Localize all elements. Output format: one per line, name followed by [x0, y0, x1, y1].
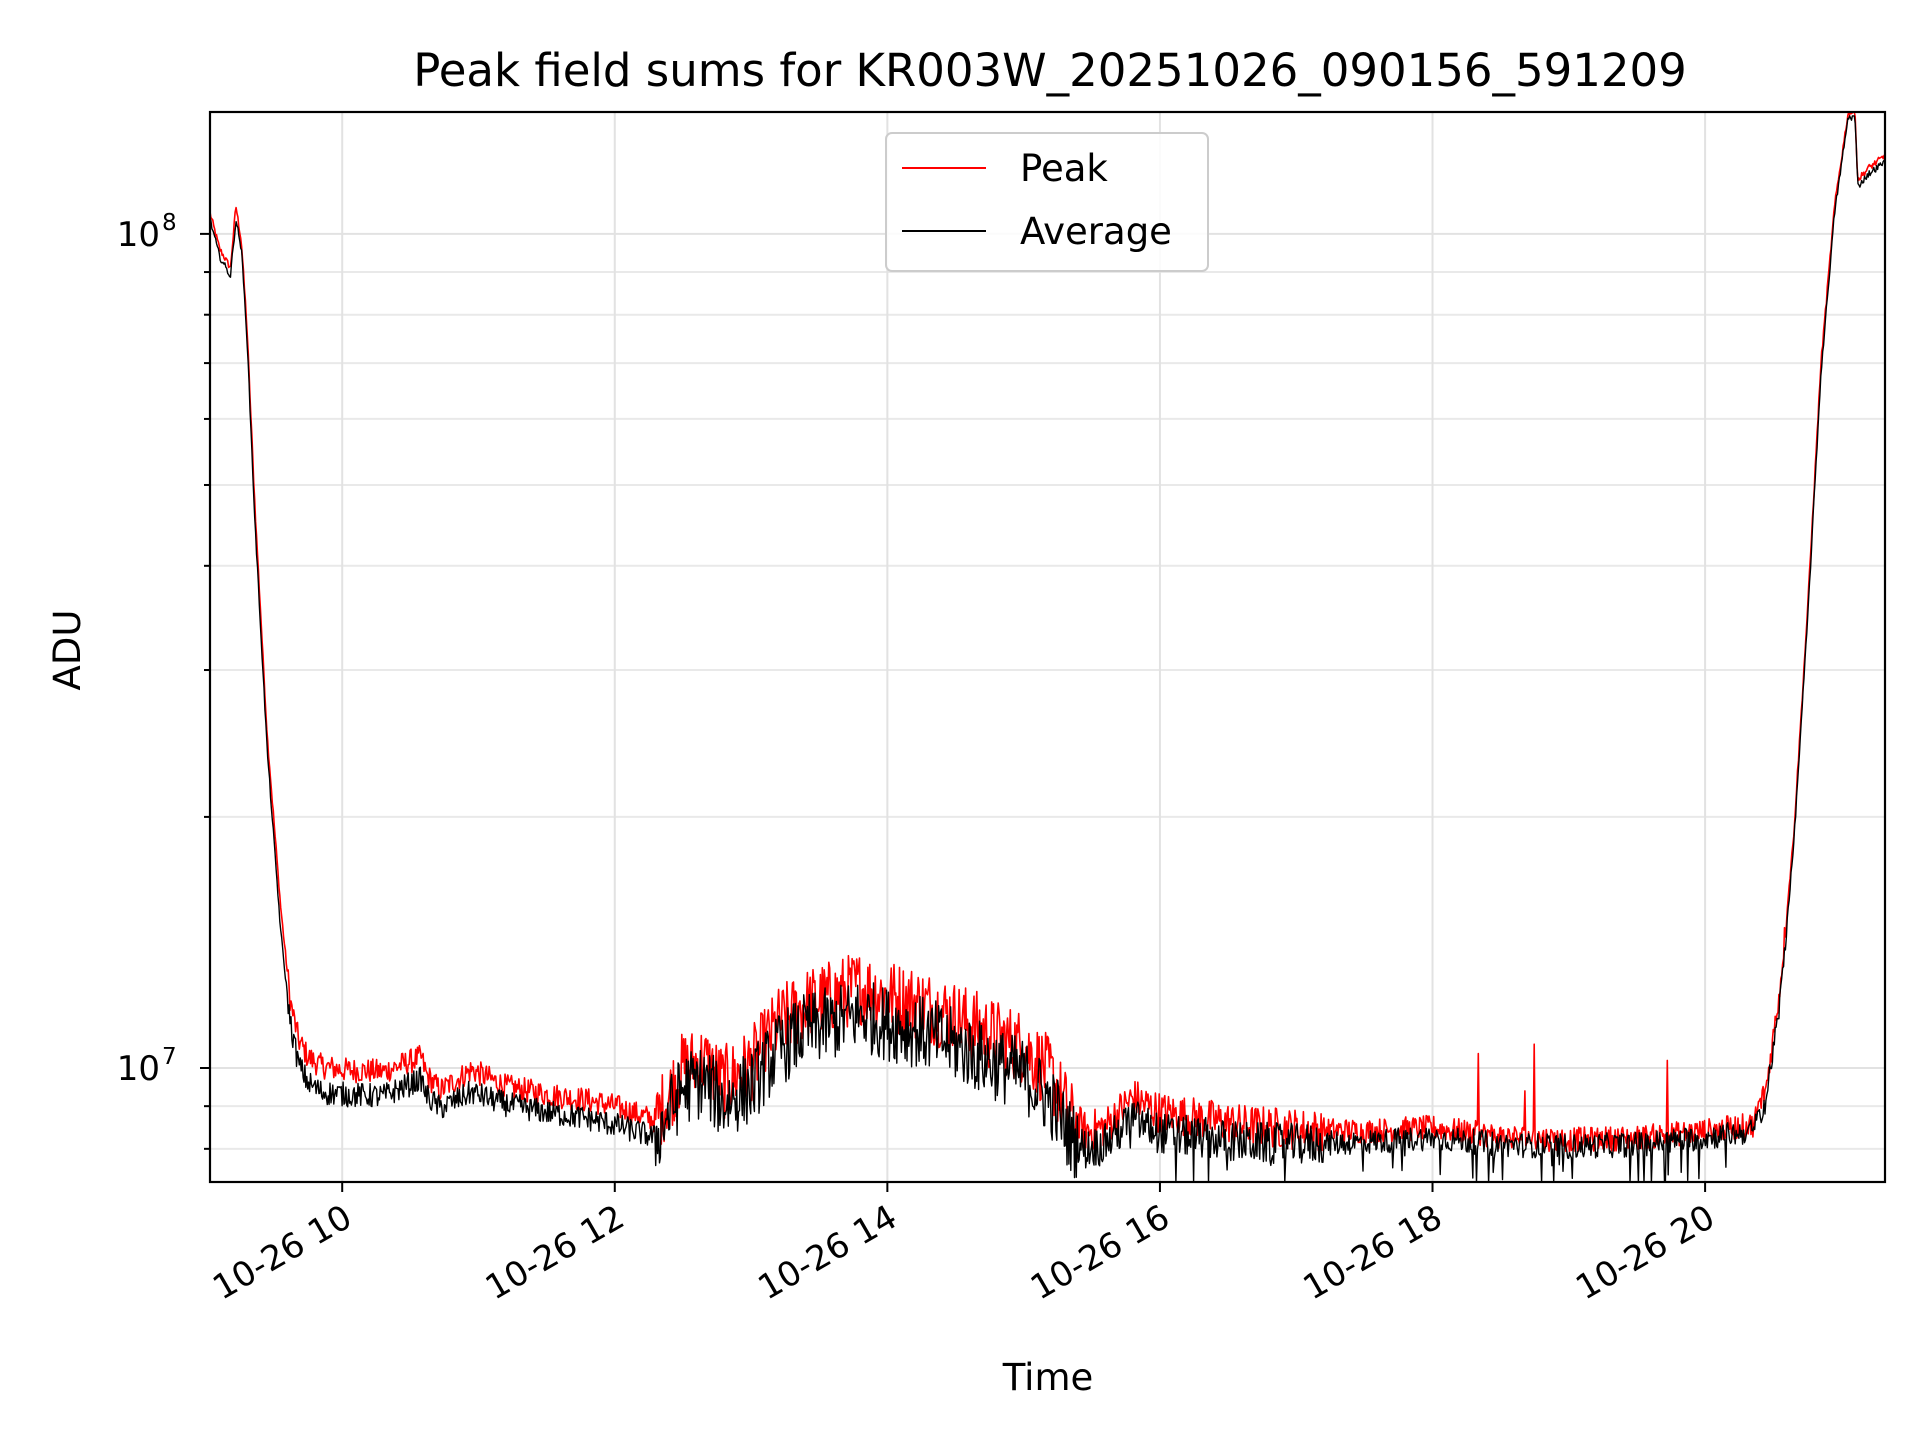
grid — [210, 112, 1885, 1182]
y-tick-label: 10 — [117, 1049, 160, 1089]
y-axis-label: ADU — [46, 610, 89, 691]
y-tick-label: 10 — [117, 215, 160, 255]
y-tick-exponent: 8 — [162, 210, 177, 236]
plot-frame — [208, 110, 1887, 1184]
plot-lines — [209, 111, 1886, 1183]
legend-peak-label: Peak — [1020, 147, 1108, 190]
legend-average-label: Average — [1020, 210, 1172, 253]
legend[interactable]: Peak Average — [885, 132, 1209, 272]
y-tick-exponent: 7 — [162, 1044, 177, 1070]
series-line-peak — [209, 111, 1886, 1159]
series-line-average — [209, 115, 1886, 1183]
x-axis-label: Time — [1002, 1356, 1094, 1399]
chart-title: Peak field sums for KR003W_20251026_0901… — [413, 44, 1687, 97]
